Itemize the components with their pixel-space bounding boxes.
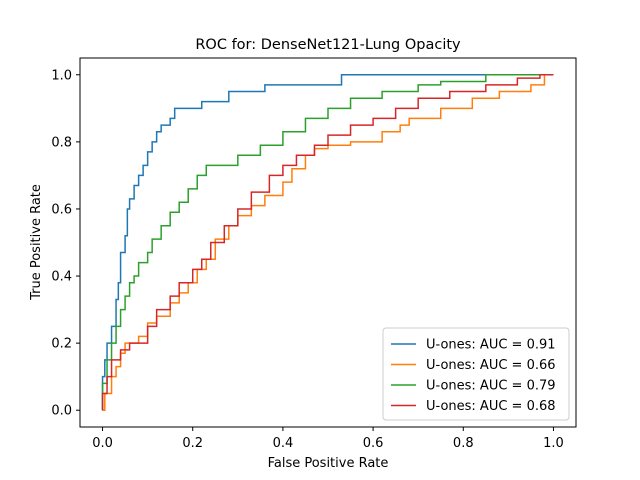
- y-tick-label: 1.0: [51, 68, 72, 83]
- series-line-3: [101, 74, 554, 411]
- series-line-2: [101, 74, 554, 411]
- legend-entry-label: U-ones: AUC = 0.66: [426, 358, 556, 373]
- legend-box: [382, 327, 570, 421]
- y-tick-label: 0.8: [51, 135, 72, 150]
- x-tick-label: 0.0: [92, 436, 113, 451]
- y-tick-label: 0.4: [51, 270, 72, 285]
- legend-entry-label: U-ones: AUC = 0.79: [426, 379, 556, 394]
- y-axis-label: True Positive Rate: [29, 184, 44, 301]
- y-tick-label: 0.6: [51, 202, 72, 217]
- x-tick-label: 0.2: [182, 436, 203, 451]
- x-axis: 0.0 0.2 0.4 0.6 0.8 1.0: [92, 427, 564, 451]
- x-tick-label: 0.6: [363, 436, 384, 451]
- series-line-0: [101, 74, 554, 411]
- y-axis: 0.0 0.2 0.4 0.6 0.8 1.0: [51, 68, 80, 419]
- x-tick-label: 0.8: [453, 436, 474, 451]
- x-tick-label: 0.4: [273, 436, 294, 451]
- plot-area: [101, 74, 554, 411]
- x-axis-label: False Positive Rate: [268, 456, 389, 471]
- axes-frame: [79, 57, 577, 428]
- y-tick-label: 0.0: [51, 404, 72, 419]
- legend: U-ones: AUC = 0.91 U-ones: AUC = 0.66 U-on…: [382, 327, 570, 421]
- x-tick-label: 1.0: [543, 436, 564, 451]
- legend-entry-label: U-ones: AUC = 0.68: [426, 399, 556, 414]
- legend-entry-label: U-ones: AUC = 0.91: [426, 338, 556, 353]
- chart-title: ROC for: DenseNet121-Lung Opacity: [195, 37, 461, 53]
- y-tick-label: 0.2: [51, 337, 72, 352]
